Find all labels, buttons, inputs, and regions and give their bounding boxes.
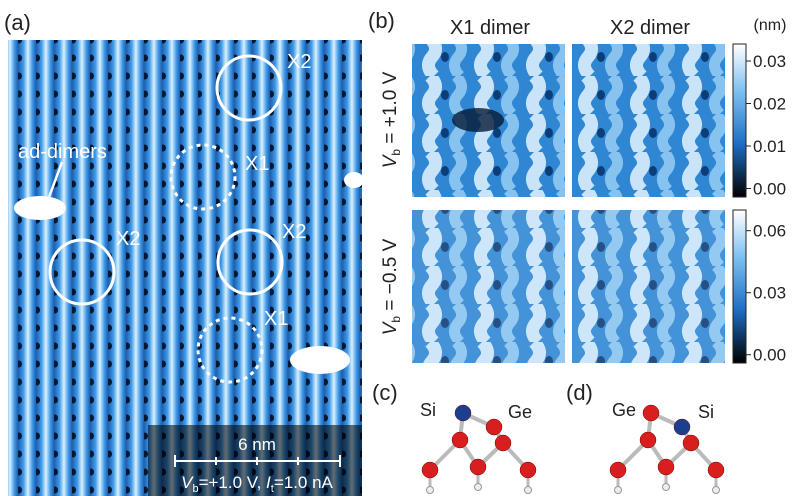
dimer-spot [452, 108, 504, 132]
hydrogen [475, 484, 482, 491]
atom-label: Ge [508, 402, 532, 422]
atom [610, 462, 626, 478]
panel-label: (d) [566, 380, 593, 405]
site-label: X2 [282, 221, 306, 243]
colorbar [733, 44, 746, 197]
atom [708, 462, 724, 478]
atom-label: Ge [612, 400, 636, 420]
panel-label: (c) [372, 380, 398, 405]
row-label: Vb = −0.5 V [380, 238, 403, 335]
hydrogen [615, 487, 622, 494]
atom [643, 405, 659, 421]
atom [640, 432, 656, 448]
hydrogen [427, 487, 434, 494]
colorbar-tick-label: 0.02 [753, 95, 786, 114]
ad-dimer-blob [290, 346, 350, 374]
hydrogen [663, 484, 670, 491]
value: =+1.0 V, [199, 473, 266, 492]
scale-label: 6 nm [238, 435, 276, 454]
colorbar-tick-label: 0.00 [753, 180, 786, 199]
atom [658, 459, 674, 475]
site-label: X2 [116, 228, 140, 250]
site-label: X1 [245, 153, 269, 175]
atom-label: Si [420, 400, 436, 420]
hydrogen [713, 487, 720, 494]
hydrogen [525, 487, 532, 494]
column-title: X2 dimer [610, 17, 690, 39]
atom [520, 462, 536, 478]
value: = −0.5 V [380, 238, 401, 315]
atom [470, 459, 486, 475]
row-label: Vb = +1.0 V [380, 71, 403, 168]
atom [495, 435, 511, 451]
atom [455, 405, 471, 421]
site-label: X2 [287, 51, 311, 73]
atom [674, 419, 690, 435]
ad-dimers-label: ad-dimers [18, 141, 107, 163]
ad-dimer-blob [344, 172, 364, 188]
atom [486, 419, 502, 435]
colorbar [733, 210, 746, 363]
atom [452, 432, 468, 448]
atom-label: Si [698, 402, 714, 422]
stm-image [412, 210, 565, 363]
column-title: X1 dimer [450, 17, 530, 39]
colorbar-tick-label: 0.01 [753, 137, 786, 156]
colorbar-tick-label: 0.00 [753, 346, 786, 365]
colorbar-tick-label: 0.03 [753, 284, 786, 303]
atom [683, 435, 699, 451]
atom [422, 462, 438, 478]
conditions: Vb=+1.0 V, It=1.0 nA [181, 473, 333, 495]
panel-label: (a) [4, 10, 31, 35]
colorbar-tick-label: 0.03 [753, 52, 786, 71]
value: = +1.0 V [380, 71, 401, 148]
colorbar-tick-label: 0.06 [753, 222, 786, 241]
site-label: X1 [264, 308, 288, 330]
ad-dimer-blob [14, 196, 66, 220]
panel-label: (b) [368, 8, 395, 33]
stm-image [572, 44, 725, 197]
stm-image [572, 210, 725, 363]
figure: (a) X2 X1 X2 X2 X1 ad-dimers 6 nm Vb=+1.… [0, 0, 800, 496]
value: =1.0 nA [274, 473, 334, 492]
unit: (nm) [754, 17, 787, 34]
